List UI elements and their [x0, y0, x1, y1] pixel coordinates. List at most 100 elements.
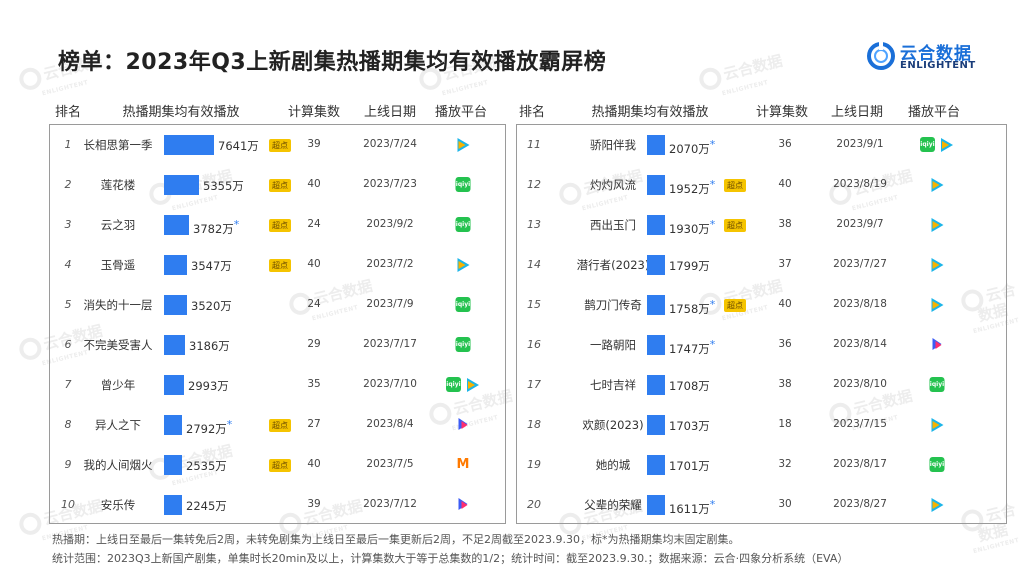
- platform-list: iqiyi: [929, 457, 945, 473]
- value-label: 1952万*: [669, 178, 715, 197]
- launch-date: 2023/8/4: [366, 418, 414, 430]
- rank-number: 4: [64, 258, 72, 271]
- value-text: 7641万: [218, 139, 259, 153]
- rank-number: 11: [527, 138, 541, 151]
- drama-name: 骄阳伴我: [590, 138, 636, 152]
- episode-count: 40: [778, 178, 792, 190]
- rank-number: 8: [64, 418, 72, 431]
- drama-name: 异人之下: [95, 418, 141, 432]
- value-label: 5355万: [203, 178, 244, 194]
- value-text: 1758万: [669, 301, 710, 316]
- platform-list: [930, 297, 945, 313]
- launch-date: 2023/7/17: [363, 338, 417, 350]
- super-vod-badge: 超点: [269, 219, 291, 232]
- value-bar: [647, 415, 665, 435]
- value-text: 1708万: [669, 379, 710, 393]
- launch-date: 2023/9/2: [366, 218, 414, 230]
- value-bar: [164, 175, 199, 195]
- value-bar: [647, 495, 665, 515]
- rank-number: 16: [527, 338, 541, 351]
- episode-count: 27: [307, 418, 321, 430]
- value-text: 1703万: [669, 419, 710, 433]
- platform-list: [930, 257, 945, 273]
- value-bar: [164, 295, 187, 315]
- launch-date: 2023/8/19: [833, 178, 887, 190]
- table-row: 18 欢颜(2023) 1703万 18 2023/7/15: [517, 405, 1006, 445]
- drama-name: 消失的十一层: [83, 298, 153, 312]
- value-text: 1611万: [669, 501, 710, 516]
- fixed-episode-star: *: [709, 298, 716, 311]
- value-bar: [647, 215, 665, 235]
- table-row: 2 莲花楼 5355万 超点 40 2023/7/23 iqiyi: [50, 165, 505, 205]
- rank-number: 18: [527, 418, 541, 431]
- value-label: 1799万: [669, 258, 710, 274]
- rank-number: 19: [527, 458, 541, 471]
- value-text: 3782万: [193, 221, 234, 236]
- launch-date: 2023/8/18: [833, 298, 887, 310]
- drama-name: 我的人间烟火: [83, 458, 153, 472]
- table-row: 16 一路朝阳 1747万* 36 2023/8/14: [517, 325, 1006, 365]
- table-row: 4 玉骨遥 3547万 超点 40 2023/7/2: [50, 245, 505, 285]
- platform-list: [930, 217, 945, 233]
- episode-count: 38: [778, 218, 792, 230]
- iqiyi-icon: iqiyi: [929, 457, 945, 472]
- platform-list: [456, 417, 471, 433]
- drama-name: 西出玉门: [590, 218, 636, 232]
- platform-list: iqiyi: [455, 217, 471, 233]
- launch-date: 2023/8/17: [833, 458, 887, 470]
- platform-list: [456, 497, 471, 513]
- value-bar: [164, 375, 184, 395]
- value-label: 1611万*: [669, 498, 715, 517]
- value-bar: [647, 335, 665, 355]
- episode-count: 39: [307, 138, 321, 150]
- rank-number: 13: [527, 218, 541, 231]
- value-bar: [164, 495, 182, 515]
- launch-date: 2023/7/23: [363, 178, 417, 190]
- table-header-right: 排名 热播期集均有效播放 计算集数 上线日期 播放平台: [0, 101, 1024, 120]
- value-label: 1930万*: [669, 218, 715, 237]
- platform-list: [930, 497, 945, 513]
- watermark-logo-icon: [17, 65, 44, 93]
- episode-count: 32: [778, 458, 792, 470]
- iqiyi-icon: iqiyi: [455, 217, 471, 232]
- value-text: 2245万: [186, 499, 227, 513]
- value-text: 1701万: [669, 459, 710, 473]
- header-metric: 热播期集均有效播放: [591, 105, 709, 120]
- value-text: 5355万: [203, 179, 244, 193]
- episode-count: 40: [307, 178, 321, 190]
- value-label: 2993万: [188, 378, 229, 394]
- launch-date: 2023/8/27: [833, 498, 887, 510]
- platform-list: [930, 337, 945, 353]
- table-row: 7 曾少年 2993万 35 2023/7/10 iqiyi: [50, 365, 505, 405]
- episode-count: 24: [307, 298, 321, 310]
- episode-count: 36: [778, 338, 792, 350]
- episode-count: 18: [778, 418, 792, 430]
- tencent-video-icon: [930, 297, 945, 312]
- launch-date: 2023/7/5: [366, 458, 414, 470]
- episode-count: 35: [307, 378, 321, 390]
- platform-list: [930, 417, 945, 433]
- iqiyi-icon: iqiyi: [929, 377, 945, 392]
- drama-name: 不完美受害人: [83, 338, 153, 352]
- header-platform: 播放平台: [907, 105, 961, 120]
- drama-name: 父辈的荣耀: [584, 498, 642, 512]
- tencent-video-icon: [465, 377, 480, 392]
- drama-name: 莲花楼: [100, 178, 136, 192]
- watermark-text-en: ENLIGHTENT: [41, 79, 90, 98]
- value-bar: [164, 455, 182, 475]
- table-row: 3 云之羽 3782万* 超点 24 2023/9/2 iqiyi: [50, 205, 505, 245]
- drama-name: 长相思第一季: [83, 138, 153, 152]
- value-label: 1708万: [669, 378, 710, 394]
- super-vod-badge: 超点: [269, 179, 291, 192]
- watermark-text-en: ENLIGHTENT: [441, 79, 490, 98]
- value-bar: [164, 215, 189, 235]
- tencent-video-icon: [456, 257, 471, 272]
- super-vod-badge: 超点: [724, 299, 746, 312]
- value-bar: [164, 135, 214, 155]
- value-label: 2070万*: [669, 138, 715, 157]
- rank-number: 6: [64, 338, 72, 351]
- table-row: 19 她的城 1701万 32 2023/8/17 iqiyi: [517, 445, 1006, 485]
- watermark-text-en: ENLIGHTENT: [972, 536, 1021, 556]
- launch-date: 2023/7/27: [833, 258, 887, 270]
- drama-name: 七时吉祥: [590, 378, 636, 392]
